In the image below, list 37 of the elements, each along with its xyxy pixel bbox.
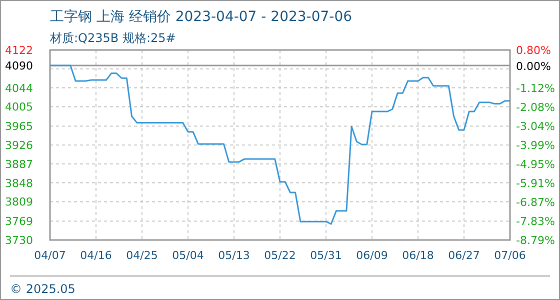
y-tick-label: 3769 [5, 215, 33, 228]
x-tick-label: 05/13 [218, 249, 250, 262]
x-tick-label: 05/22 [264, 249, 296, 262]
y-tick-label: 3926 [5, 139, 33, 152]
x-tick-label: 06/27 [448, 249, 480, 262]
text: © 2025.05 [10, 282, 76, 296]
y-tick-label: 4122 [5, 44, 33, 57]
x-tick-label: 04/16 [80, 249, 112, 262]
y2-tick-label: -8.79% [516, 234, 555, 247]
y2-tick-label: -3.99% [516, 138, 555, 152]
y2-tick-label: 0.80% [516, 44, 551, 57]
x-tick-label: 04/07 [34, 249, 66, 262]
x-tick-label: 05/04 [172, 249, 204, 262]
line-series [49, 64, 511, 225]
y2-tick-label: 0.00% [516, 60, 551, 73]
y-tick-label: 3887 [5, 158, 33, 171]
y2-tick-label: -4.95% [516, 158, 555, 171]
y-tick-label: 3809 [5, 196, 33, 209]
x-tick-label: 04/25 [126, 249, 158, 262]
chart-title: 工字钢 上海 经销价 2023-04-07 - 2023-07-06 [50, 9, 352, 25]
x-tick-label: 06/18 [402, 249, 434, 262]
y-tick-label: 4005 [5, 100, 33, 114]
y2-tick-label: -6.87% [516, 196, 555, 209]
y-tick-label: 3848 [5, 176, 33, 190]
y2-tick-label: -2.08% [516, 101, 555, 114]
x-tick-label: 05/31 [310, 249, 342, 262]
chart-subtitle: 材质:Q235B 规格:25# [49, 31, 176, 45]
y-tick-label: 4044 [5, 82, 33, 95]
y-tick-label: 4090 [5, 60, 33, 73]
x-tick-label: 06/09 [356, 249, 388, 262]
y2-tick-label: -3.04% [516, 120, 555, 134]
y2-tick-label: -7.83% [516, 214, 555, 228]
y2-tick-label: -1.12% [516, 82, 555, 96]
y-tick-label: 3965 [5, 120, 33, 134]
y-tick-label: 3730 [5, 234, 33, 247]
y2-tick-label: -5.91% [516, 176, 555, 190]
x-tick-label: 07/06 [494, 249, 526, 262]
